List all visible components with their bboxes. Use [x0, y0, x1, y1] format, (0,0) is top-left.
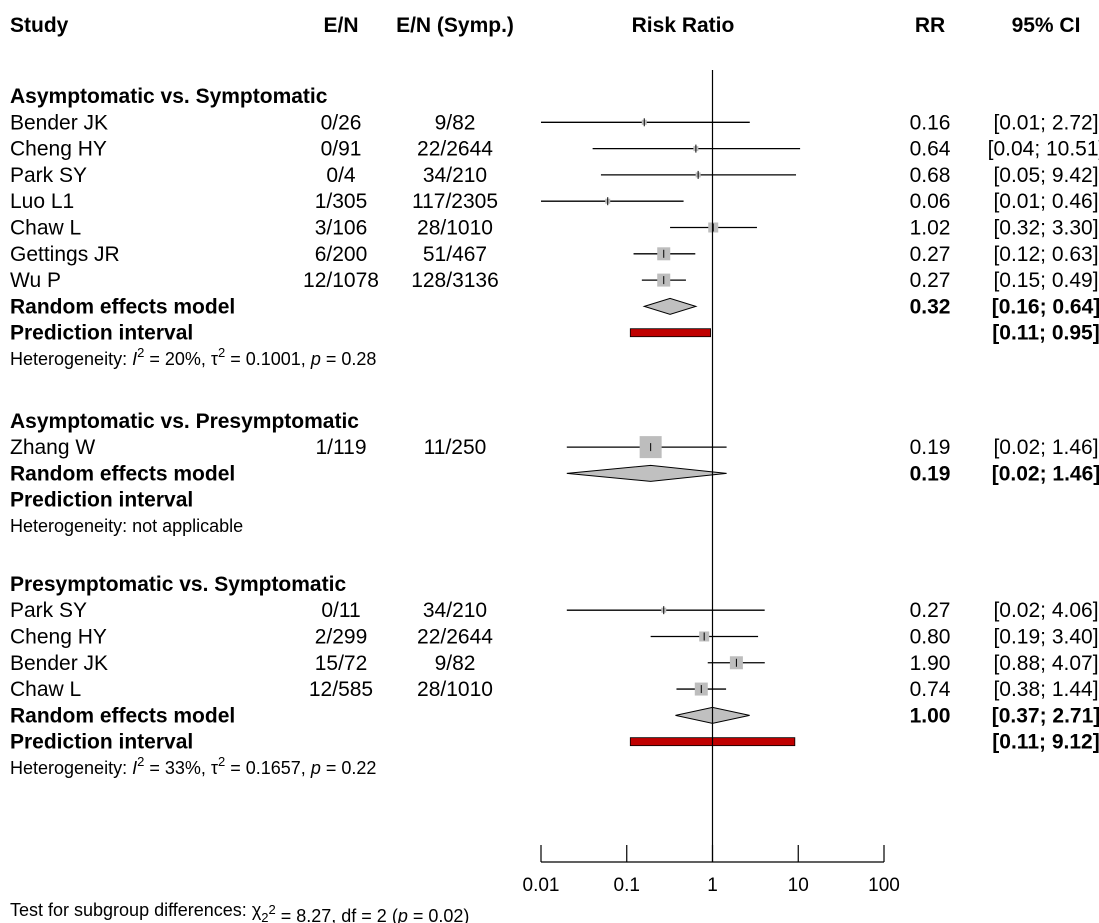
study-name: Wu P	[10, 269, 61, 292]
study-ci: [0.32; 3.30]	[993, 217, 1098, 240]
study-ci: [0.01; 0.46]	[993, 190, 1098, 213]
study-name: Chaw L	[10, 217, 81, 240]
study-rr: 0.64	[910, 138, 951, 161]
model-ci: [0.37; 2.71]	[992, 704, 1099, 727]
study-en-symp: 22/2644	[417, 625, 493, 648]
header-ci: 95% CI	[1012, 14, 1081, 37]
prediction-label: Prediction interval	[10, 489, 193, 512]
study-ci: [0.04; 10.51]	[988, 138, 1099, 161]
heterogeneity: Heterogeneity: I2 = 20%, τ2 = 0.1001, p …	[10, 345, 376, 369]
subgroup-title: Asymptomatic vs. Symptomatic	[10, 85, 328, 108]
prediction-label: Prediction interval	[10, 322, 193, 345]
study-name: Cheng HY	[10, 625, 107, 648]
subgroup-title: Presymptomatic vs. Symptomatic	[10, 573, 346, 596]
study-en-symp: 9/82	[435, 111, 476, 134]
study-ci: [0.01; 2.72]	[993, 111, 1098, 134]
study-en-symp: 9/82	[435, 652, 476, 675]
model-label: Random effects model	[10, 704, 235, 727]
model-label: Random effects model	[10, 462, 235, 485]
x-tick-label: 1	[707, 875, 718, 896]
study-en: 1/119	[316, 436, 367, 459]
study-en-symp: 34/210	[423, 599, 487, 622]
study-en: 12/585	[309, 678, 373, 701]
model-rr: 0.32	[910, 295, 951, 318]
study-ci: [0.38; 1.44]	[993, 678, 1098, 701]
study-ci: [0.12; 0.63]	[993, 243, 1098, 266]
study-name: Luo L1	[10, 190, 74, 213]
study-rr: 0.27	[910, 599, 951, 622]
model-ci: [0.16; 0.64]	[992, 295, 1099, 318]
study-name: Cheng HY	[10, 138, 107, 161]
header-study: Study	[10, 14, 69, 37]
study-rr: 0.19	[910, 436, 951, 459]
study-en: 0/11	[321, 599, 360, 622]
study-en: 12/1078	[303, 269, 379, 292]
subgroup-title: Asymptomatic vs. Presymptomatic	[10, 410, 359, 433]
study-en: 0/91	[321, 138, 362, 161]
study-ci: [0.02; 4.06]	[993, 599, 1098, 622]
study-rr: 0.27	[910, 243, 951, 266]
study-name: Park SY	[10, 164, 87, 187]
model-diamond	[566, 464, 727, 482]
study-name: Zhang W	[10, 436, 95, 459]
study-en: 1/305	[315, 190, 368, 213]
x-tick-label: 100	[868, 875, 900, 896]
subgroup-test: Test for subgroup differences: χ22 = 8.2…	[10, 900, 469, 923]
study-rr: 0.74	[910, 678, 951, 701]
study-name: Chaw L	[10, 678, 81, 701]
study-name: Bender JK	[10, 111, 108, 134]
header-en: E/N	[323, 14, 358, 37]
study-en-symp: 51/467	[423, 243, 487, 266]
study-en: 6/200	[315, 243, 368, 266]
prediction-ci: [0.11; 9.12]	[992, 731, 1099, 754]
study-ci: [0.88; 4.07]	[993, 652, 1098, 675]
study-en-symp: 11/250	[424, 436, 487, 459]
study-rr: 1.02	[910, 217, 951, 240]
model-diamond	[642, 297, 698, 315]
heterogeneity: Heterogeneity: I2 = 33%, τ2 = 0.1657, p …	[10, 754, 376, 778]
study-en: 2/299	[315, 625, 368, 648]
study-en-symp: 34/210	[423, 164, 487, 187]
study-name: Gettings JR	[10, 243, 120, 266]
model-rr: 0.19	[910, 462, 951, 485]
x-tick-label: 0.1	[614, 875, 640, 896]
x-tick-label: 0.01	[523, 875, 560, 896]
model-rr: 1.00	[910, 704, 951, 727]
header-rr: RR	[915, 14, 945, 37]
study-rr: 1.90	[910, 652, 951, 675]
study-rr: 0.80	[910, 625, 951, 648]
study-en-symp: 128/3136	[411, 269, 499, 292]
study-ci: [0.15; 0.49]	[993, 269, 1098, 292]
study-ci: [0.19; 3.40]	[993, 625, 1098, 648]
prediction-ci: [0.11; 0.95]	[992, 322, 1099, 345]
study-rr: 0.06	[910, 190, 951, 213]
study-en-symp: 22/2644	[417, 138, 493, 161]
study-rr: 0.27	[910, 269, 951, 292]
study-rr: 0.16	[910, 111, 951, 134]
study-rr: 0.68	[910, 164, 951, 187]
study-en: 3/106	[315, 217, 368, 240]
x-tick-label: 10	[788, 875, 809, 896]
study-en: 15/72	[315, 652, 368, 675]
header-en-symp: E/N (Symp.)	[396, 14, 514, 37]
model-label: Random effects model	[10, 295, 235, 318]
header-risk-ratio: Risk Ratio	[632, 14, 735, 37]
study-en-symp: 28/1010	[417, 678, 493, 701]
study-en-symp: 117/2305	[412, 190, 498, 213]
study-en-symp: 28/1010	[417, 217, 493, 240]
study-ci: [0.05; 9.42]	[993, 164, 1098, 187]
study-name: Bender JK	[10, 652, 108, 675]
prediction-label: Prediction interval	[10, 731, 193, 754]
study-en: 0/26	[321, 111, 362, 134]
study-name: Park SY	[10, 599, 87, 622]
study-ci: [0.02; 1.46]	[993, 436, 1098, 459]
prediction-bar	[629, 328, 711, 338]
model-ci: [0.02; 1.46]	[992, 462, 1099, 485]
study-en: 0/4	[326, 164, 356, 187]
heterogeneity: Heterogeneity: not applicable	[10, 516, 243, 536]
